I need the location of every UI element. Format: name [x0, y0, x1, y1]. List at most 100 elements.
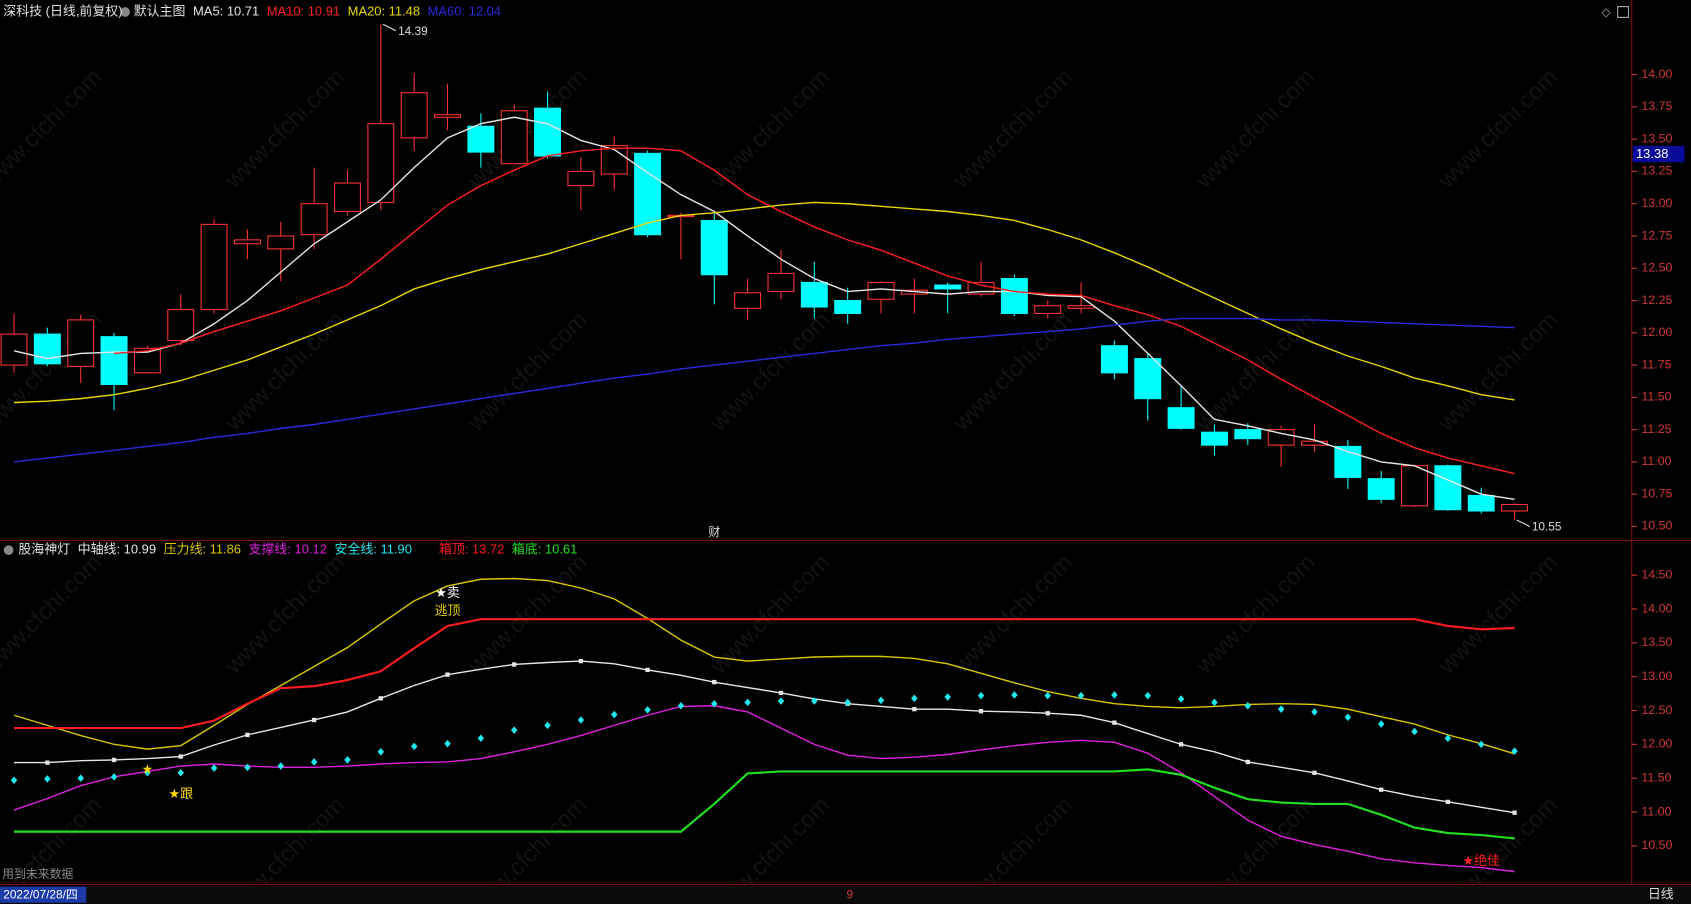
legend-entry: 箱顶: 13.72: [439, 542, 504, 557]
marker-label: 财: [708, 525, 720, 539]
y-tick-label: 12.50: [1641, 261, 1672, 275]
candle-body: [1000, 278, 1028, 314]
point-marker: [1177, 695, 1185, 703]
point-marker: [1112, 720, 1117, 725]
candle-body: [767, 272, 795, 293]
point-marker: [178, 754, 183, 759]
icon[interactable]: ◇: [1601, 5, 1611, 19]
point-marker: [77, 774, 84, 782]
legend-entry: MA5: 10.71: [193, 3, 259, 18]
candle-body: [1100, 345, 1128, 374]
signal-label: ★卖: [435, 585, 460, 600]
y-tick-label: 12.00: [1641, 737, 1672, 751]
point-marker: [912, 707, 917, 712]
y-tick-label: 13.50: [1641, 131, 1672, 145]
point-marker: [778, 690, 784, 696]
point-marker: [1245, 759, 1250, 765]
series-line: [14, 660, 1515, 814]
point-marker: [1011, 691, 1018, 699]
y-tick-label: 13.50: [1641, 635, 1672, 649]
candle-body: [167, 309, 195, 342]
icon[interactable]: [1617, 6, 1629, 18]
candle-body: [33, 333, 61, 365]
y-tick-label: 10.75: [1641, 486, 1672, 500]
point-marker: [944, 693, 951, 701]
point-marker: [1511, 747, 1518, 755]
price-annotation: 10.55: [1532, 520, 1562, 534]
signal-label: ★跟: [168, 786, 193, 801]
series-line: [13, 116, 1515, 501]
point-marker: [111, 757, 117, 763]
candle-body: [534, 107, 562, 157]
point-marker: [311, 717, 317, 723]
point-marker: [1311, 708, 1318, 716]
point-marker: [978, 709, 984, 714]
point-marker: [277, 762, 285, 770]
point-marker: [445, 672, 450, 677]
y-tick-label: 11.25: [1641, 422, 1671, 436]
y-tick-label: 14.00: [1641, 601, 1672, 615]
point-marker: [10, 776, 18, 785]
point-marker: [645, 667, 650, 673]
status-bar: [0, 885, 1691, 904]
legend-entry: 深科技 (日线,前复权): [3, 3, 122, 18]
candle-body: [1301, 440, 1328, 446]
legend-entry: 安全线: 11.90: [334, 542, 411, 557]
candle-body: [734, 292, 762, 309]
candle-body: [834, 299, 862, 314]
point-marker: [1045, 711, 1050, 716]
period: 日线: [1648, 887, 1674, 902]
point-marker: [1344, 713, 1352, 722]
series-line: [13, 705, 1515, 873]
cursor: 9: [847, 887, 854, 901]
point-marker: [711, 699, 718, 708]
point-marker: [1178, 742, 1184, 747]
candle-body: [1167, 407, 1195, 429]
point-marker: [377, 748, 385, 756]
candle-body: [1034, 305, 1062, 314]
candle-body: [400, 92, 428, 139]
y-tick-label: 12.00: [1641, 325, 1672, 339]
point-marker: [378, 696, 383, 701]
series-line: [13, 317, 1515, 463]
candle-body: [1367, 478, 1395, 500]
legend-entry: 压力线: 11.86: [164, 542, 241, 557]
candle-body: [0, 333, 28, 366]
point-marker: [177, 769, 184, 777]
point-marker: [512, 662, 517, 667]
point-marker: [410, 742, 418, 751]
legend-entry: 箱底: 10.61: [512, 542, 577, 557]
candle-body: [1267, 429, 1295, 446]
signal-label: ★绝佳: [1462, 853, 1500, 868]
legend-entry: 中轴线: 10.99: [78, 542, 156, 557]
point-marker: [44, 775, 51, 783]
y-tick-label: 14.50: [1641, 567, 1672, 581]
candle-body: [333, 182, 361, 213]
legend-entry: 支撑线: 10.12: [249, 542, 327, 557]
candle-body: [1134, 358, 1162, 400]
point-marker: [245, 732, 250, 738]
candle-body: [1067, 305, 1095, 309]
candle-body: [267, 235, 295, 250]
legend-entry: 股海神灯: [18, 542, 70, 557]
candle-body: [100, 336, 128, 385]
series-line: [14, 768, 1515, 840]
legend-entry: MA20: 11.48: [348, 3, 420, 18]
candle-body: [600, 145, 628, 175]
icon: [120, 7, 130, 17]
candle-body: [700, 219, 728, 276]
signal-label: 逃顶: [435, 603, 461, 618]
legend-entry: MA60: 12.04: [428, 3, 501, 18]
y-tick-label: 11.50: [1641, 390, 1671, 404]
y-tick-label: 12.50: [1641, 703, 1672, 717]
y-tick-label: 13.00: [1641, 669, 1672, 683]
candle-body: [1234, 429, 1262, 440]
y-tick-label: 11.50: [1641, 770, 1671, 784]
legend-entry: MA10: 10.91: [267, 3, 340, 18]
date-box: [0, 886, 87, 903]
y-tick-label: 13.00: [1641, 196, 1672, 210]
point-marker: [1477, 740, 1485, 749]
y-tick-label: 11.75: [1641, 357, 1671, 371]
point-marker: [1211, 698, 1218, 707]
